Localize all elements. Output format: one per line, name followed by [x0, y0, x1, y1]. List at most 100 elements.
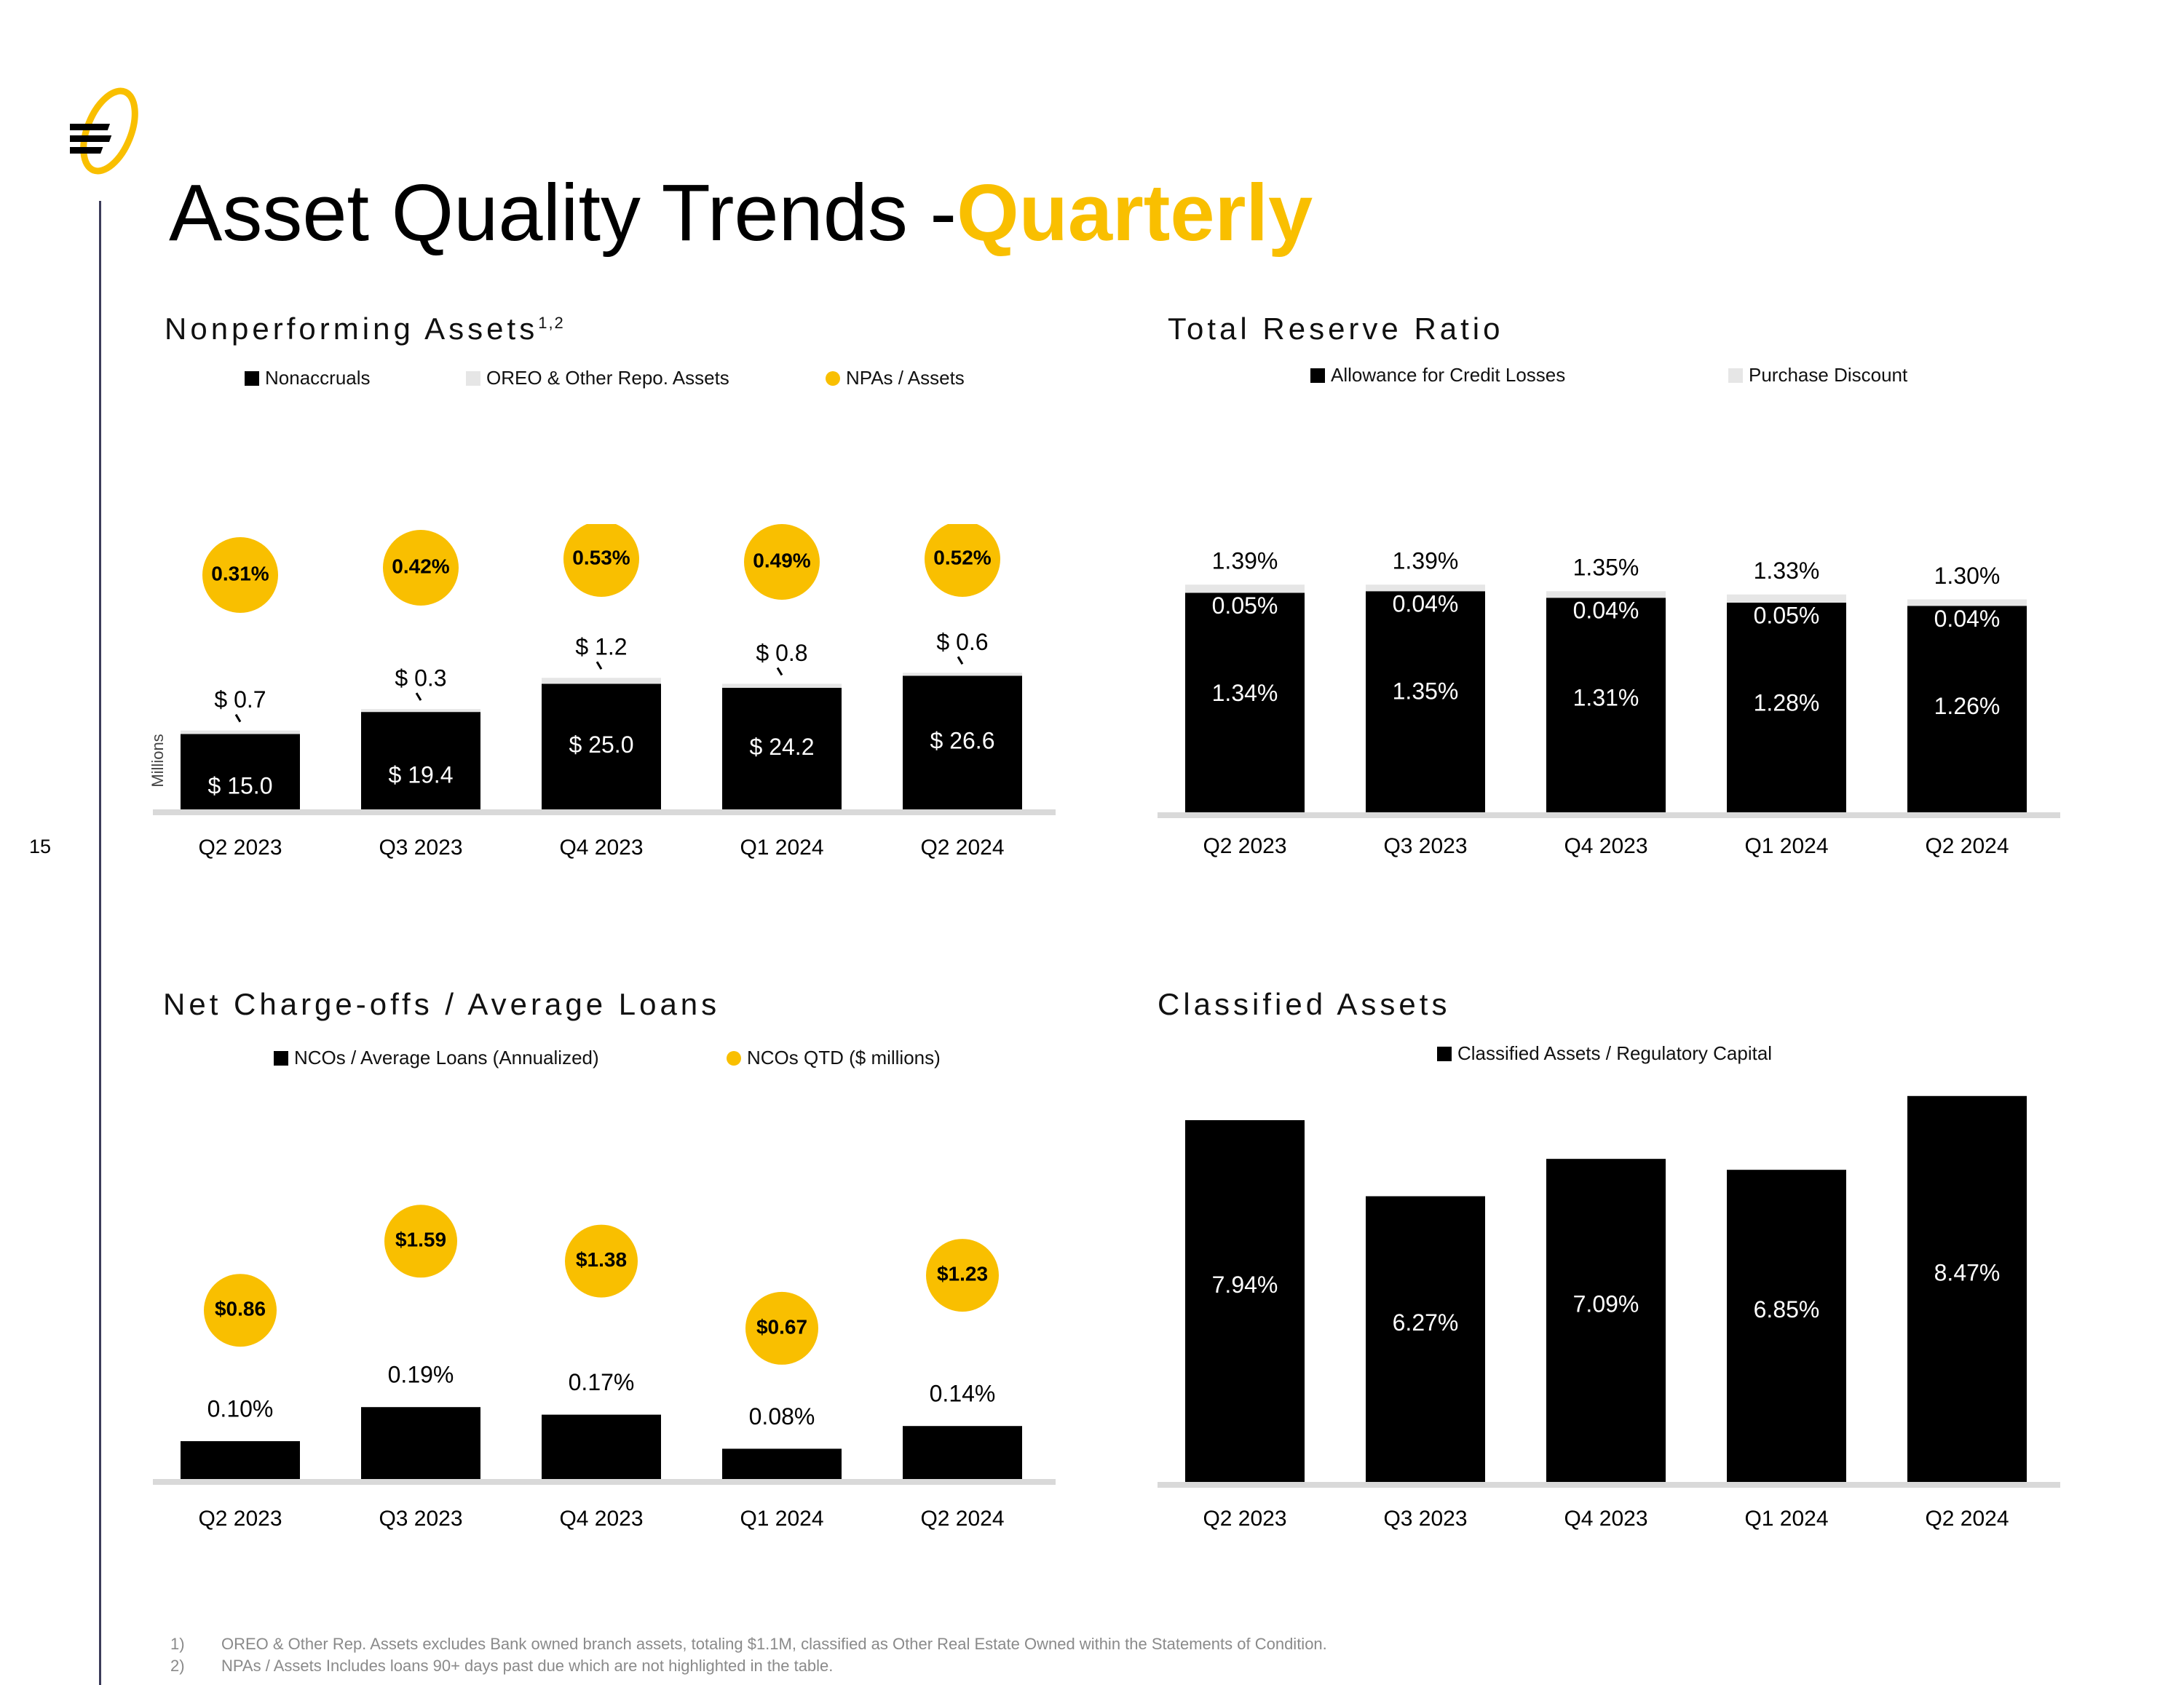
- classified-ratio-bar: [1366, 1196, 1485, 1482]
- nco-ratio-bar: [722, 1448, 842, 1479]
- purchase-discount-data-label: 0.04%: [1934, 606, 2001, 632]
- oreo-bar: [722, 683, 842, 689]
- legend-swatch: [1728, 368, 1743, 383]
- purchase-discount-data-label: 0.05%: [1754, 602, 1820, 628]
- nco-qtd-label: $0.67: [756, 1315, 807, 1338]
- allowance-data-label: 1.35%: [1393, 678, 1459, 705]
- nonaccruals-data-label: $ 25.0: [569, 732, 634, 758]
- nco-qtd-bubble: [745, 1291, 818, 1365]
- oreo-bar: [181, 730, 300, 734]
- reserve-legend-purchase-discount: Purchase Discount: [1728, 364, 1907, 386]
- y-axis-label: Millions: [149, 734, 167, 787]
- x-tick-label: Q1 2024: [740, 1507, 823, 1531]
- npa-ratio-label: 0.42%: [392, 555, 449, 577]
- nco-ratio-label: 0.10%: [207, 1395, 274, 1422]
- legend-swatch: [727, 1050, 741, 1066]
- purchase-discount-data-label: 0.04%: [1573, 598, 1639, 624]
- classified-legend-ratio: Classified Assets / Regulatory Capital: [1437, 1042, 1772, 1065]
- classified-chart: 7.94% Q2 2023 6.27% Q3 2023 7.09% Q4 2023 6.85…: [1158, 1095, 2060, 1531]
- oreo-leader-line: [234, 713, 242, 723]
- nco-ratio-bar: [542, 1414, 661, 1479]
- nco-chart-title: Net Charge-offs / Average Loans: [163, 987, 721, 1021]
- nco-ratio-label: 0.14%: [930, 1381, 996, 1407]
- reserve-legend-allowance: Allowance for Credit Losses: [1310, 364, 1565, 386]
- allowance-bar: [1546, 598, 1666, 812]
- x-axis-line: [153, 809, 1056, 815]
- nco-qtd-bubble: [926, 1239, 999, 1312]
- total-reserve-label: 1.39%: [1393, 548, 1459, 574]
- npa-ratio-bubble: [925, 524, 1000, 597]
- nco-ratio-bar: [903, 1426, 1022, 1479]
- nco-chart: 0.10% $0.86 Q2 2023 0.19% $1.59 Q3 2023 0.17% $…: [153, 1205, 1056, 1531]
- total-reserve-label: 1.35%: [1573, 555, 1639, 581]
- nco-legend-ratio: NCOs / Average Loans (Annualized): [274, 1047, 599, 1069]
- classified-ratio-bar: [1907, 1095, 2027, 1482]
- classified-ratio-label: 8.47%: [1934, 1259, 2001, 1285]
- purchase-discount-bar: [1366, 584, 1485, 592]
- reserve-chart-title: Total Reserve Ratio: [1168, 312, 1504, 346]
- classified-ratio-label: 7.09%: [1573, 1291, 1639, 1317]
- x-tick-label: Q2 2024: [920, 1507, 1004, 1531]
- classified-ratio-bar: [1546, 1159, 1666, 1482]
- total-reserve-label: 1.33%: [1754, 558, 1820, 584]
- allowance-data-label: 1.31%: [1573, 685, 1639, 711]
- nco-qtd-bubble: [565, 1224, 638, 1298]
- x-tick-label: Q3 2023: [1383, 1507, 1467, 1531]
- company-logo-icon: [56, 86, 143, 178]
- oreo-leader-line: [596, 661, 603, 670]
- oreo-data-label: $ 1.2: [575, 634, 627, 660]
- legend-swatch: [245, 370, 259, 386]
- nco-ratio-bar: [181, 1441, 300, 1479]
- nonaccruals-bar: [903, 675, 1022, 809]
- oreo-bar: [542, 678, 661, 684]
- purchase-discount-data-label: 0.04%: [1393, 591, 1459, 617]
- npa-title-footnote-ref: 1,2: [538, 314, 565, 332]
- legend-swatch: [1437, 1046, 1452, 1061]
- nonaccruals-data-label: $ 24.2: [750, 734, 815, 760]
- x-tick-label: Q3 2023: [379, 836, 462, 860]
- purchase-discount-bar: [1907, 599, 2027, 606]
- footnote-2: 2) NPAs / Assets Includes loans 90+ days …: [170, 1657, 834, 1675]
- x-tick-label: Q2 2023: [198, 1507, 282, 1531]
- legend-swatch: [274, 1050, 288, 1066]
- npa-ratio-bubble: [744, 524, 820, 600]
- total-reserve-label: 1.39%: [1212, 548, 1278, 574]
- allowance-bar: [1185, 592, 1305, 812]
- x-tick-label: Q4 2023: [559, 836, 643, 860]
- nonaccruals-bar: [722, 688, 842, 809]
- allowance-data-label: 1.28%: [1754, 689, 1820, 715]
- left-vertical-rule: [99, 201, 101, 1685]
- purchase-discount-bar: [1185, 584, 1305, 593]
- allowance-bar: [1907, 606, 2027, 812]
- classified-ratio-bar: [1185, 1119, 1305, 1482]
- reserve-chart: 1.34% 0.05% 1.39% Q2 2023 1.35% 0.04% 1.39% Q3 …: [1158, 548, 2060, 858]
- nco-qtd-label: $1.23: [937, 1262, 988, 1285]
- nonaccruals-data-label: $ 19.4: [389, 762, 454, 788]
- x-tick-label: Q4 2023: [559, 1507, 643, 1531]
- x-tick-label: Q1 2024: [1744, 834, 1828, 858]
- x-tick-label: Q2 2023: [1203, 1507, 1286, 1531]
- x-tick-label: Q2 2024: [920, 836, 1004, 860]
- x-tick-label: Q2 2024: [1925, 834, 2009, 858]
- x-tick-label: Q2 2023: [198, 836, 282, 860]
- classified-ratio-label: 6.85%: [1754, 1296, 1820, 1323]
- x-tick-label: Q4 2023: [1564, 834, 1647, 858]
- footnote-1: 1) OREO & Other Rep. Assets excludes Bank…: [170, 1635, 1327, 1653]
- classified-ratio-bar: [1727, 1170, 1846, 1482]
- nco-ratio-bar: [361, 1407, 480, 1479]
- nonaccruals-bar: [542, 683, 661, 809]
- legend-swatch: [826, 370, 840, 386]
- npa-legend-npas-assets: NPAs / Assets: [826, 367, 965, 389]
- x-tick-label: Q3 2023: [379, 1507, 462, 1531]
- legend-swatch: [466, 370, 480, 386]
- nonaccruals-bar: [181, 734, 300, 809]
- npa-ratio-label: 0.52%: [933, 546, 991, 568]
- oreo-leader-line: [957, 656, 964, 665]
- x-tick-label: Q2 2023: [1203, 834, 1286, 858]
- classified-ratio-label: 7.94%: [1212, 1272, 1278, 1298]
- x-axis-line: [1158, 812, 2060, 818]
- page-title-highlight: Quarterly: [957, 168, 1313, 258]
- page-title: Asset Quality Trends -Quarterly: [169, 166, 1313, 261]
- x-tick-label: Q4 2023: [1564, 1507, 1647, 1531]
- allowance-data-label: 1.26%: [1934, 693, 2001, 719]
